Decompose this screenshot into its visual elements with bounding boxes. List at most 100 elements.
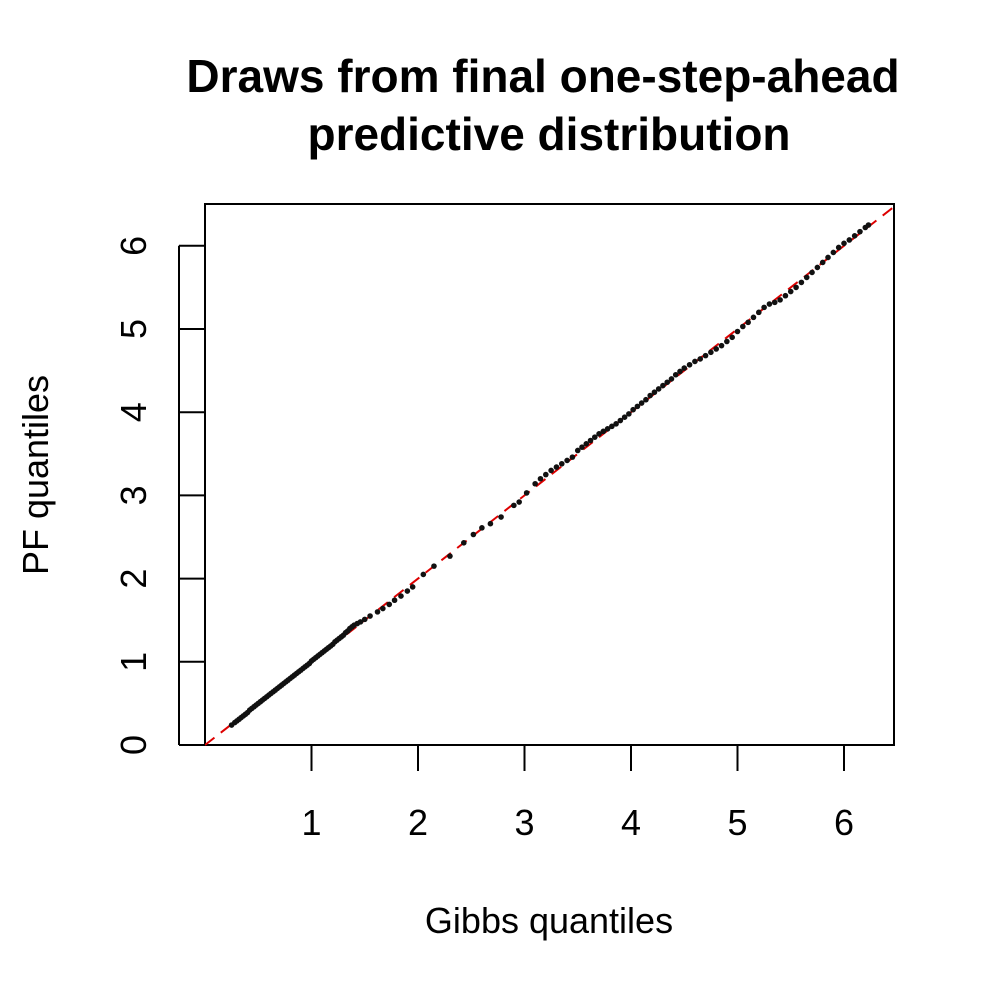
data-point <box>361 616 368 623</box>
data-point <box>409 584 416 590</box>
y-tick-label: 2 <box>113 569 154 589</box>
data-point <box>809 269 815 276</box>
data-point <box>617 417 624 424</box>
points-layer <box>228 222 872 728</box>
data-point <box>692 358 698 365</box>
data-point <box>677 368 683 375</box>
data-point <box>630 406 636 413</box>
data-point <box>431 563 437 569</box>
data-point <box>479 525 485 531</box>
data-point <box>846 237 853 243</box>
data-point <box>613 421 619 427</box>
data-point <box>668 376 675 382</box>
data-point <box>647 392 653 399</box>
data-point <box>664 379 671 386</box>
data-point <box>681 365 688 371</box>
x-axis: 1 2 3 4 5 6 <box>301 744 854 843</box>
data-point <box>498 514 504 520</box>
y-tick-label: 3 <box>113 485 154 505</box>
data-point <box>548 467 554 474</box>
data-point <box>686 361 693 368</box>
data-point <box>553 464 560 470</box>
x-tick-label: 6 <box>834 802 854 843</box>
data-point <box>380 605 386 612</box>
data-point <box>782 292 789 299</box>
data-point <box>516 499 522 505</box>
data-point <box>569 454 576 460</box>
data-point <box>574 447 581 454</box>
data-point <box>793 284 799 291</box>
data-point <box>798 279 805 286</box>
data-point <box>583 441 590 447</box>
data-point <box>660 382 666 389</box>
data-point <box>702 352 709 359</box>
data-point <box>638 400 645 406</box>
y-tick-label: 1 <box>113 652 154 672</box>
data-point <box>579 444 585 450</box>
data-point <box>537 475 544 482</box>
data-point <box>718 342 725 349</box>
y-tick-label: 6 <box>113 236 154 256</box>
data-point <box>470 531 477 538</box>
data-point <box>724 338 730 345</box>
data-point <box>771 299 778 306</box>
data-point <box>756 309 762 316</box>
data-point <box>841 240 847 247</box>
x-tick-label: 1 <box>301 802 321 843</box>
data-point <box>357 619 364 625</box>
data-point <box>761 304 767 311</box>
y-tick-label: 0 <box>113 735 154 755</box>
data-point <box>734 328 741 335</box>
data-point <box>621 414 628 420</box>
data-point <box>857 228 863 235</box>
data-point <box>835 244 842 251</box>
data-point <box>814 264 821 271</box>
chart-title-line-2: predictive distribution <box>307 108 790 160</box>
data-point <box>543 471 549 478</box>
data-point <box>729 334 735 341</box>
x-tick-label: 2 <box>408 802 428 843</box>
data-point <box>643 396 649 403</box>
data-point <box>404 588 411 594</box>
x-tick-label: 3 <box>514 802 534 843</box>
data-point <box>447 553 453 559</box>
data-point <box>532 480 538 487</box>
data-point <box>374 609 381 615</box>
data-point <box>830 249 837 256</box>
data-point <box>600 428 607 435</box>
data-point <box>865 222 872 228</box>
data-point <box>851 233 858 239</box>
data-point <box>713 346 719 352</box>
data-point <box>825 254 831 261</box>
y-axis: 0 1 2 3 4 5 6 <box>113 236 205 755</box>
data-point <box>651 389 658 396</box>
data-point <box>558 460 565 467</box>
data-point <box>787 288 794 295</box>
data-point <box>745 319 751 326</box>
data-point <box>609 423 615 430</box>
y-tick-label: 5 <box>113 319 154 339</box>
data-point <box>523 490 530 496</box>
data-point <box>391 597 398 604</box>
data-point <box>750 314 757 321</box>
data-point <box>708 349 714 356</box>
data-point <box>634 403 641 410</box>
x-tick-label: 4 <box>621 802 641 843</box>
data-point <box>819 259 826 266</box>
data-point <box>386 601 393 608</box>
y-tick-label: 4 <box>113 402 154 422</box>
data-point <box>672 371 679 378</box>
data-point <box>777 297 783 303</box>
data-point <box>564 457 570 464</box>
data-point <box>596 431 602 437</box>
data-point <box>740 323 746 330</box>
data-point <box>587 437 594 444</box>
y-axis-label: PF quantiles <box>15 375 56 575</box>
data-point <box>591 434 598 440</box>
data-point <box>398 593 404 599</box>
data-point <box>655 386 662 392</box>
data-point <box>766 301 773 307</box>
data-point <box>487 520 494 527</box>
data-point <box>626 411 632 417</box>
